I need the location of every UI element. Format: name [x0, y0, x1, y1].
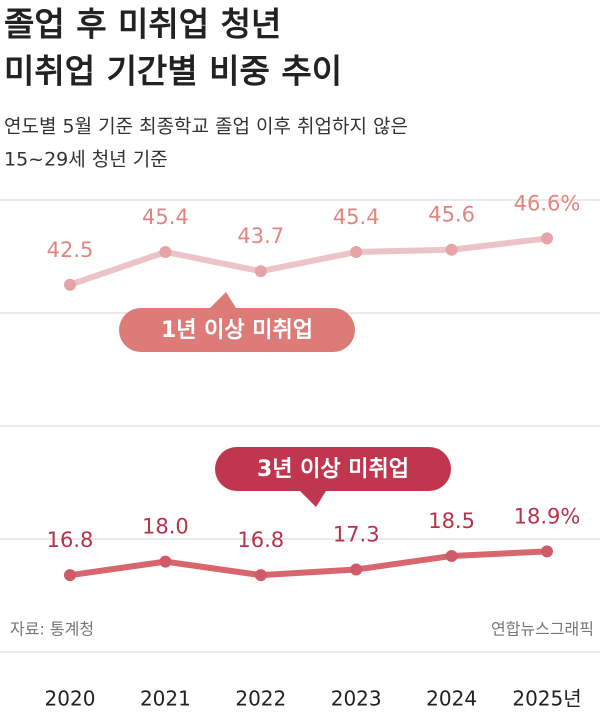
value-label: 17.3	[333, 523, 380, 547]
point	[64, 569, 76, 582]
point	[64, 278, 76, 291]
point	[541, 232, 553, 245]
point	[541, 545, 553, 558]
chart-title: 졸업 후 미취업 청년	[4, 5, 281, 44]
x-tick-label: 2021	[140, 687, 191, 711]
value-label: 45.4	[333, 205, 380, 229]
series-line	[69, 548, 548, 579]
source: 자료: 통계청	[10, 620, 94, 639]
legend-pointer	[300, 491, 326, 507]
chart-subtitle: 15~29세 청년 기준	[4, 149, 168, 171]
point	[254, 569, 267, 582]
value-label: 42.5	[47, 238, 94, 262]
value-label: 45.4	[142, 205, 189, 229]
x-tick-label: 2020	[45, 687, 96, 711]
value-label: 18.5	[428, 509, 475, 533]
value-label: 18.0	[142, 515, 189, 539]
value-label: 16.8	[47, 528, 94, 552]
point	[445, 243, 458, 256]
x-tick-label: 2023	[331, 687, 382, 711]
point	[159, 555, 172, 568]
value-label: 45.6	[428, 203, 475, 227]
point	[254, 265, 267, 278]
credit: 연합뉴스그래픽	[491, 620, 594, 639]
chart-title: 미취업 기간별 비중 추이	[4, 52, 342, 91]
value-label: 46.6%	[514, 191, 581, 215]
legend-label: 3년 이상 미취업	[257, 457, 409, 482]
value-label: 43.7	[237, 224, 284, 248]
point	[350, 563, 363, 576]
point	[445, 549, 458, 562]
legend-label: 1년 이상 미취업	[161, 318, 313, 343]
legend-pointer	[210, 292, 236, 308]
point	[159, 245, 172, 258]
value-label: 18.9%	[514, 504, 581, 528]
x-tick-label: 2024	[426, 687, 477, 711]
chart-subtitle: 연도별 5월 기준 최종학교 졸업 이후 취업하지 않은	[4, 116, 408, 138]
point	[350, 245, 363, 258]
series-line	[69, 235, 548, 288]
x-tick-label: 2025년	[512, 687, 581, 711]
x-tick-label: 2022	[235, 687, 286, 711]
value-label: 16.8	[237, 528, 284, 552]
legend-pill	[119, 308, 355, 352]
legend-pill	[215, 447, 451, 491]
